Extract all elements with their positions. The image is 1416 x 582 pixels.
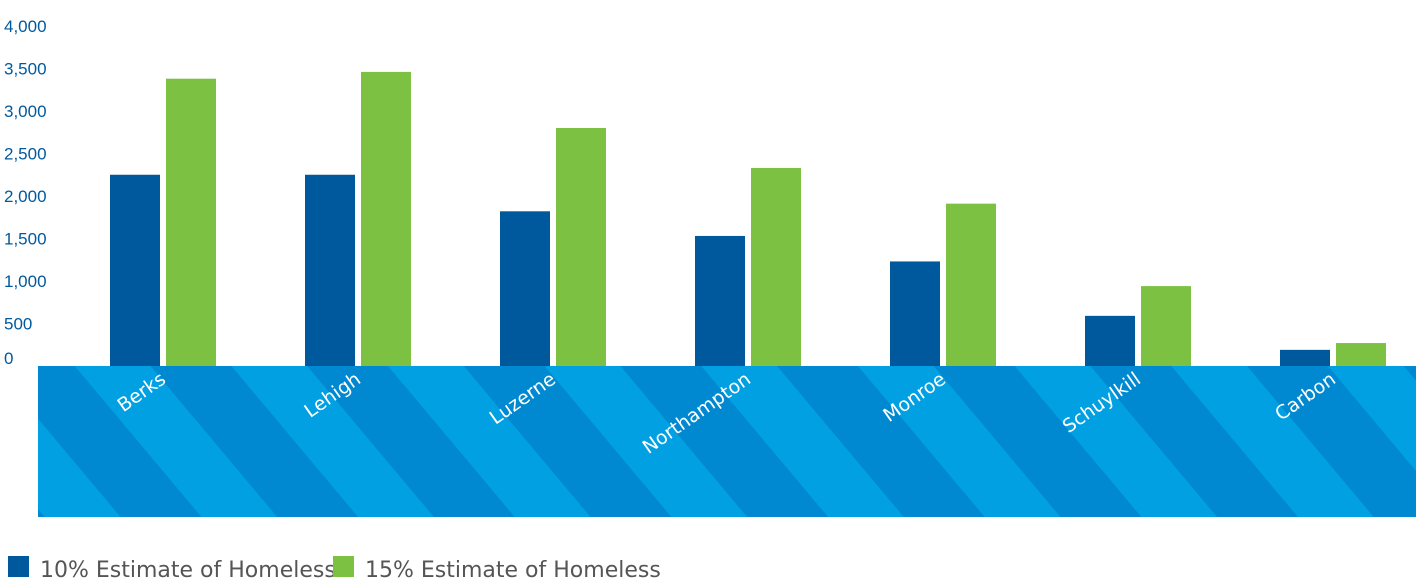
bar-10pct-northampton bbox=[695, 235, 745, 366]
y-tick-label: 3,000 bbox=[4, 102, 47, 121]
y-tick-label: 3,500 bbox=[4, 60, 47, 79]
bar-15pct-carbon bbox=[1336, 343, 1386, 366]
bars-group bbox=[110, 71, 1386, 367]
legend-label: 15% Estimate of Homeless bbox=[365, 558, 661, 582]
y-tick-label: 0 bbox=[4, 349, 13, 368]
bar-10pct-carbon bbox=[1280, 349, 1330, 366]
bar-15pct-monroe bbox=[946, 203, 996, 366]
bar-15pct-luzerne bbox=[556, 128, 606, 366]
bar-15pct-lehigh bbox=[361, 71, 411, 367]
y-tick-label: 500 bbox=[4, 315, 32, 334]
y-tick-label: 4,000 bbox=[4, 17, 47, 36]
bar-10pct-schuylkill bbox=[1085, 315, 1135, 366]
legend-swatch bbox=[333, 556, 354, 577]
y-axis: 0 500 1,000 1,500 2,000 2,500 3,000 3,500 4,000 bbox=[4, 17, 47, 368]
bar-10pct-monroe bbox=[890, 261, 940, 366]
bar-15pct-schuylkill bbox=[1141, 286, 1191, 366]
y-tick-label: 1,000 bbox=[4, 272, 47, 291]
category-axis-band bbox=[38, 366, 1416, 517]
bar-15pct-northampton bbox=[751, 167, 801, 366]
y-tick-label: 1,500 bbox=[4, 230, 47, 249]
bar-10pct-luzerne bbox=[500, 211, 550, 366]
bar-10pct-berks bbox=[110, 174, 160, 366]
bar-15pct-berks bbox=[166, 78, 216, 366]
legend-label: 10% Estimate of Homeless bbox=[40, 558, 336, 582]
y-tick-label: 2,000 bbox=[4, 187, 47, 206]
legend: 10% Estimate of Homeless 15% Estimate of … bbox=[8, 556, 661, 582]
y-tick-label: 2,500 bbox=[4, 145, 47, 164]
bar-10pct-lehigh bbox=[305, 174, 355, 366]
legend-swatch bbox=[8, 556, 29, 577]
